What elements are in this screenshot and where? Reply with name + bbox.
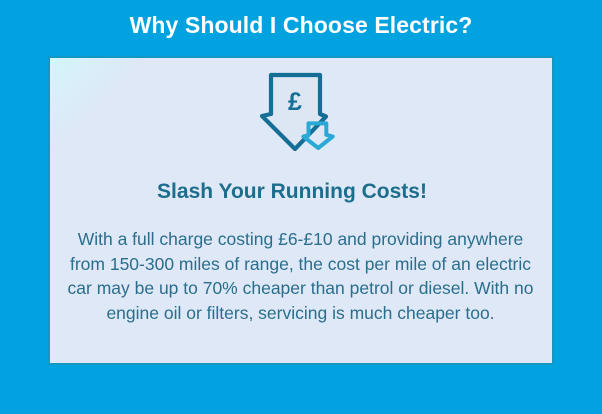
svg-text:£: £ [288, 88, 302, 116]
